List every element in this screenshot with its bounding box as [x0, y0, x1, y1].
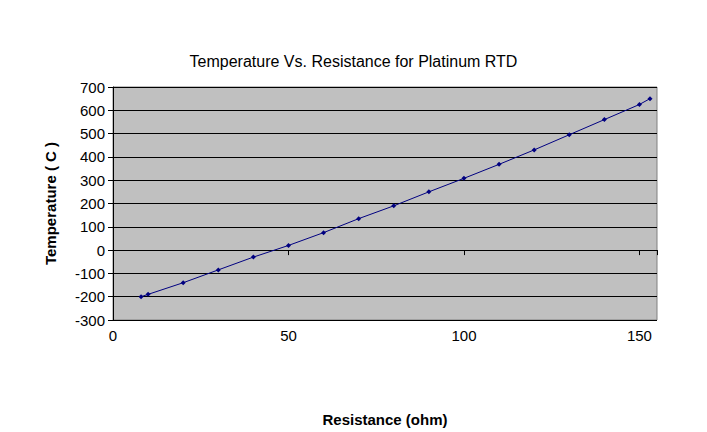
svg-text:700: 700 — [80, 79, 105, 96]
svg-text:-200: -200 — [75, 288, 105, 305]
svg-text:200: 200 — [80, 195, 105, 212]
svg-text:Temperature Vs. Resistance for: Temperature Vs. Resistance for Platinum … — [190, 53, 518, 70]
svg-text:150: 150 — [627, 327, 652, 344]
svg-text:0: 0 — [97, 242, 105, 259]
svg-text:100: 100 — [80, 218, 105, 235]
svg-text:400: 400 — [80, 148, 105, 165]
svg-text:Temperature ( C ): Temperature ( C ) — [42, 142, 59, 265]
svg-text:500: 500 — [80, 125, 105, 142]
svg-text:50: 50 — [280, 327, 297, 344]
svg-text:0: 0 — [109, 327, 117, 344]
svg-text:100: 100 — [451, 327, 476, 344]
svg-text:-300: -300 — [75, 312, 105, 329]
svg-text:300: 300 — [80, 172, 105, 189]
svg-text:-100: -100 — [75, 265, 105, 282]
svg-text:600: 600 — [80, 102, 105, 119]
svg-text:Resistance (ohm): Resistance (ohm) — [322, 411, 447, 428]
